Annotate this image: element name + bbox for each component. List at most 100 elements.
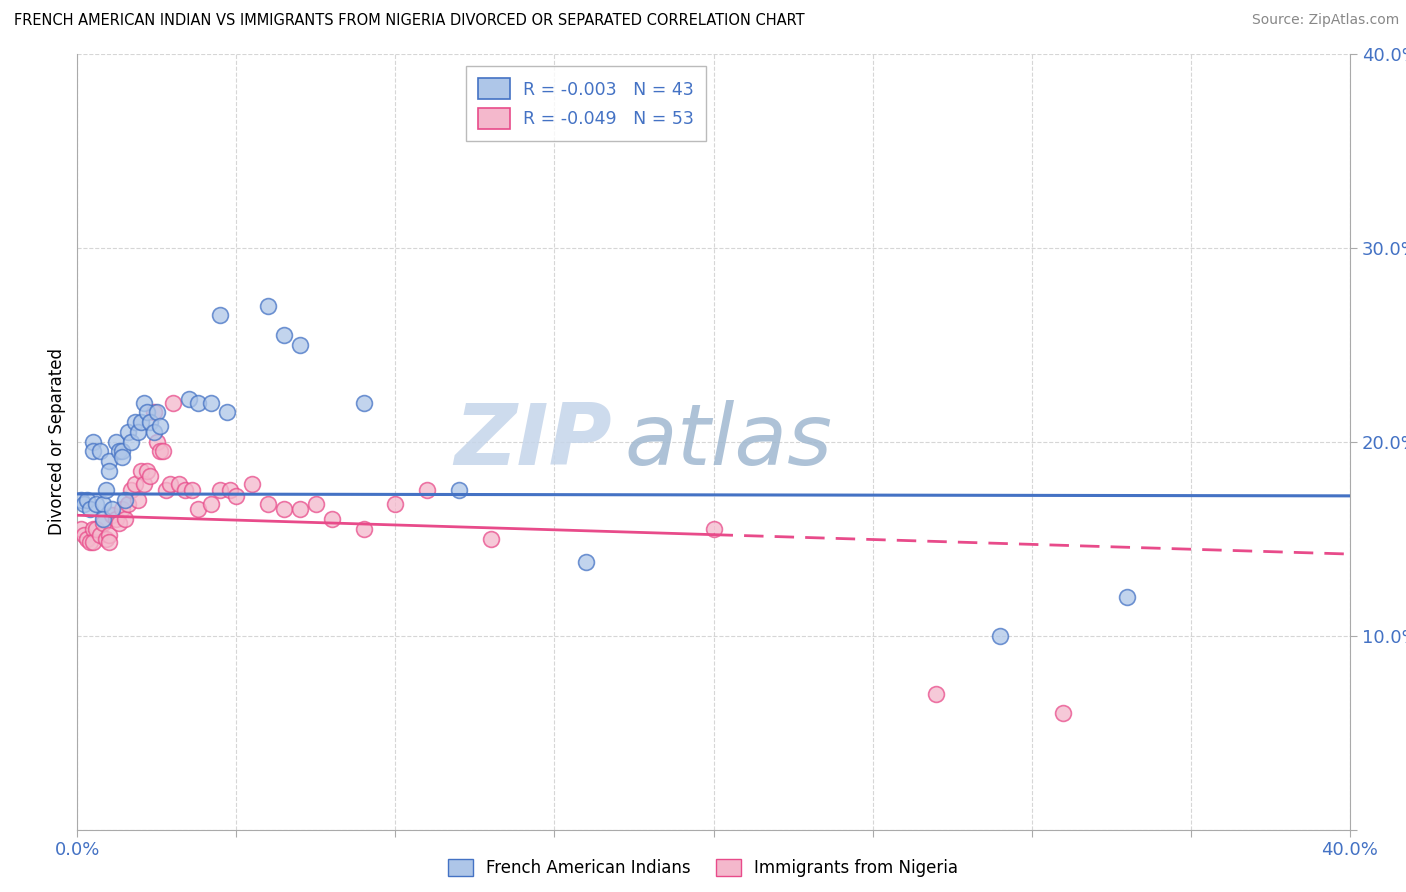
Point [73,497,96,511]
Point [142,425,165,439]
Point [416,483,439,497]
Point [127,492,149,507]
Point [69,492,91,507]
Point [167,477,190,491]
Point [146,405,169,419]
Point [257,299,280,313]
Point [124,477,146,491]
Point [79,535,101,549]
Point [703,522,725,536]
Point [117,497,139,511]
Point [104,512,127,526]
Y-axis label: Divorced or Separated: Divorced or Separated [48,348,66,535]
Point [353,522,375,536]
Point [257,497,280,511]
Point [107,444,129,458]
Point [200,497,222,511]
Point [1052,706,1074,721]
Point [98,527,121,541]
Text: ZIP: ZIP [454,400,612,483]
Point [136,464,159,478]
Text: Source: ZipAtlas.com: Source: ZipAtlas.com [1251,13,1399,28]
Point [447,483,470,497]
Point [139,415,162,429]
Point [82,535,104,549]
Point [139,469,162,483]
Point [288,337,311,351]
Point [288,502,311,516]
Point [89,527,111,541]
Point [94,532,117,546]
Point [91,512,114,526]
Point [86,497,108,511]
Point [73,527,96,541]
Point [240,477,263,491]
Point [82,522,104,536]
Point [91,497,114,511]
Point [225,489,247,503]
Point [111,444,134,458]
Point [129,464,152,478]
Point [91,516,114,530]
Point [120,434,142,449]
Point [114,492,136,507]
Point [152,444,174,458]
Point [134,396,156,410]
Point [273,327,295,342]
Point [136,405,159,419]
Point [89,444,111,458]
Point [124,415,146,429]
Point [180,483,202,497]
Point [127,425,149,439]
Point [273,502,295,516]
Point [114,512,136,526]
Point [988,628,1011,642]
Point [209,309,232,323]
Point [101,502,124,516]
Point [200,396,222,410]
Point [94,483,117,497]
Point [76,492,98,507]
Legend: French American Indians, Immigrants from Nigeria: French American Indians, Immigrants from… [441,852,965,884]
Point [146,434,169,449]
Legend: R = -0.003   N = 43, R = -0.049   N = 53: R = -0.003 N = 43, R = -0.049 N = 53 [467,66,706,142]
Point [98,454,121,468]
Point [187,396,209,410]
Point [177,392,200,406]
Point [134,477,156,491]
Point [76,532,98,546]
Point [107,516,129,530]
Point [925,687,948,701]
Point [384,497,406,511]
Point [479,532,502,546]
Point [111,502,134,516]
Text: FRENCH AMERICAN INDIAN VS IMMIGRANTS FROM NIGERIA DIVORCED OR SEPARATED CORRELAT: FRENCH AMERICAN INDIAN VS IMMIGRANTS FRO… [14,13,804,29]
Point [117,425,139,439]
Point [575,555,598,569]
Point [305,497,328,511]
Point [353,396,375,410]
Point [79,502,101,516]
Point [1116,590,1139,604]
Point [82,434,104,449]
Point [98,535,121,549]
Point [82,444,104,458]
Point [149,444,172,458]
Point [86,522,108,536]
Point [149,419,172,434]
Point [159,477,181,491]
Point [155,483,177,497]
Point [219,483,242,497]
Point [215,405,238,419]
Point [104,434,127,449]
Point [321,512,343,526]
Point [69,522,91,536]
Point [98,464,121,478]
Text: atlas: atlas [624,400,832,483]
Point [111,450,134,464]
Point [129,415,152,429]
Point [101,508,124,523]
Point [120,483,142,497]
Point [174,483,197,497]
Point [187,502,209,516]
